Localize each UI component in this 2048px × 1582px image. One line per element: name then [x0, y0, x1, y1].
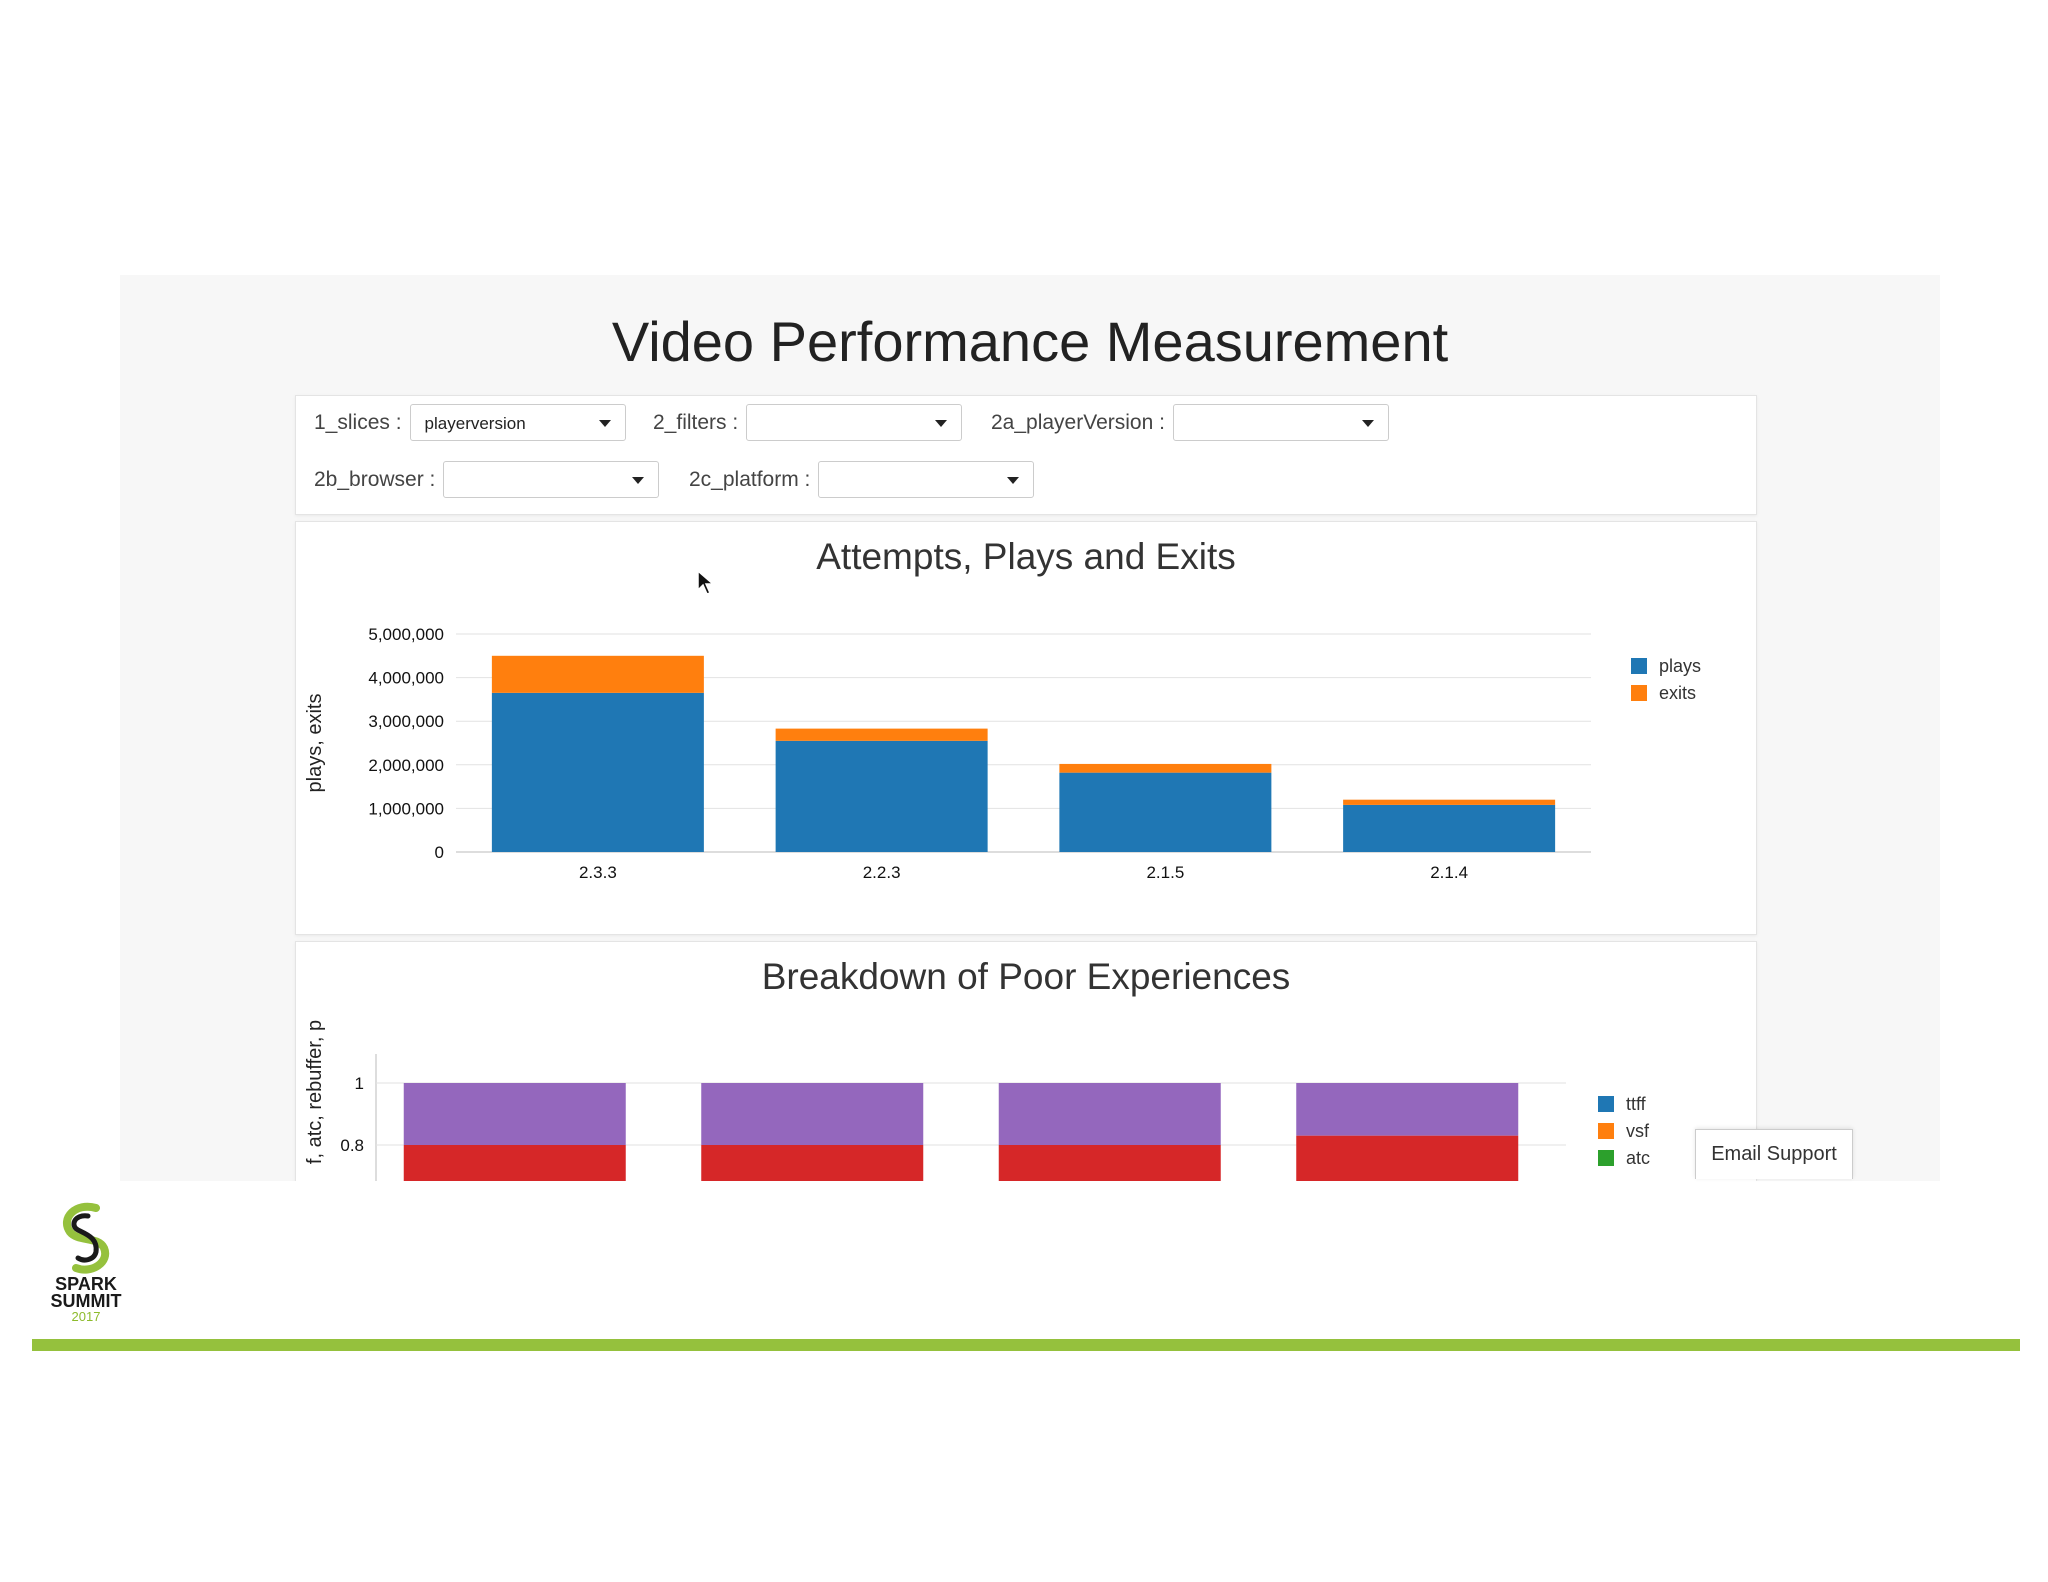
legend-label[interactable]: atc: [1626, 1148, 1650, 1168]
bar-segment-red[interactable]: [1296, 1135, 1519, 1181]
legend-swatch[interactable]: [1631, 685, 1647, 701]
x-tick-label: 2.2.3: [863, 863, 901, 882]
brand-line-1: SPARK: [55, 1274, 117, 1294]
filter-platform: 2c_platform :: [689, 461, 1035, 498]
attempts-chart: 0 1,000,000 2,000,000 3,000,000 4,000,000 5,0…: [304, 625, 1701, 882]
bar-exits[interactable]: [1343, 799, 1556, 805]
poor-experience-chart-panel: Breakdown of Poor Experiences 1 0.8 f, atc…: [295, 941, 1757, 1181]
y-tick-label: 0: [435, 843, 444, 862]
y-tick-label: 4,000,000: [368, 669, 444, 688]
email-support-button[interactable]: Email Support: [1695, 1129, 1853, 1179]
chevron-down-icon: [598, 420, 611, 427]
browser-select[interactable]: [443, 461, 660, 498]
filter-filters-label: 2_filters :: [653, 410, 739, 434]
y-tick-label: 1: [355, 1074, 364, 1093]
bar-exits[interactable]: [775, 728, 988, 741]
bar-segment-purple[interactable]: [403, 1083, 626, 1145]
bar-segment-red[interactable]: [403, 1145, 626, 1181]
y-tick-label: 2,000,000: [368, 756, 444, 775]
bar-segment-purple[interactable]: [998, 1083, 1221, 1145]
filter-slices-label: 1_slices :: [314, 410, 402, 434]
chevron-down-icon: [632, 477, 645, 484]
filter-player-version: 2a_playerVersion :: [991, 404, 1389, 441]
page-title: Video Performance Measurement: [611, 310, 1449, 373]
bar-segment-red[interactable]: [701, 1145, 924, 1181]
legend-swatch[interactable]: [1598, 1150, 1614, 1166]
y-axis-label: plays, exits: [304, 694, 326, 793]
chevron-down-icon: [1007, 477, 1020, 484]
spark-summit-logo-icon: [63, 1202, 110, 1274]
filter-filters: 2_filters :: [653, 404, 963, 441]
legend-swatch[interactable]: [1631, 658, 1647, 674]
legend-label[interactable]: ttff: [1626, 1094, 1647, 1114]
attempts-chart-title: Attempts, Plays and Exits: [816, 536, 1236, 577]
y-tick-label: 1,000,000: [368, 799, 444, 818]
legend-swatch[interactable]: [1598, 1096, 1614, 1112]
attempts-chart-panel: Attempts, Plays and Exits 0 1,000,000 2,00…: [295, 521, 1757, 935]
legend-label[interactable]: plays: [1659, 656, 1701, 676]
bar-exits[interactable]: [1059, 763, 1272, 773]
legend-label[interactable]: vsf: [1626, 1121, 1650, 1141]
bar-plays[interactable]: [1059, 772, 1272, 852]
x-tick-label: 2.1.5: [1146, 863, 1184, 882]
slices-select[interactable]: playerversion: [409, 404, 626, 441]
x-tick-label: 2.1.4: [1430, 863, 1468, 882]
y-tick-label: 5,000,000: [368, 625, 444, 644]
filter-player-version-label: 2a_playerVersion :: [991, 410, 1165, 434]
bar-segment-purple[interactable]: [1296, 1083, 1519, 1136]
chevron-down-icon: [935, 420, 948, 427]
brand-footer-bar: [32, 1339, 2020, 1351]
bar-plays[interactable]: [491, 692, 704, 852]
y-tick-label: 0.8: [340, 1136, 364, 1155]
dashboard-screen: Video Performance Measurement 1_slices :…: [120, 275, 1940, 1181]
filters-select[interactable]: [746, 404, 963, 441]
filter-browser: 2b_browser :: [314, 461, 660, 498]
filter-browser-label: 2b_browser :: [314, 467, 436, 491]
brand-name: SPARK SUMMIT: [40, 1274, 132, 1311]
poor-experience-chart-title: Breakdown of Poor Experiences: [761, 956, 1291, 997]
poor-experience-chart: 1 0.8 f, atc, rebuffer, p ttff vsf atc: [304, 1020, 1650, 1181]
bar-segment-purple[interactable]: [701, 1083, 924, 1145]
filter-panel: 1_slices : playerversion 2_filters : 2a_…: [295, 395, 1757, 515]
chevron-down-icon: [1361, 420, 1374, 427]
brand-line-2: SUMMIT: [50, 1291, 122, 1311]
filter-slices: 1_slices : playerversion: [314, 404, 626, 441]
legend-swatch[interactable]: [1598, 1123, 1614, 1139]
platform-select[interactable]: [818, 461, 1035, 498]
mouse-cursor-icon: [697, 570, 715, 595]
bar-plays[interactable]: [1343, 804, 1556, 852]
y-axis-label: f, atc, rebuffer, p: [304, 1020, 326, 1164]
player-version-select[interactable]: [1172, 404, 1389, 441]
brand-year: 2017: [71, 1309, 101, 1324]
bar-plays[interactable]: [775, 740, 988, 852]
y-tick-label: 3,000,000: [368, 712, 444, 731]
bar-segment-red[interactable]: [998, 1145, 1221, 1181]
legend-label[interactable]: exits: [1659, 683, 1696, 703]
x-tick-label: 2.3.3: [579, 863, 617, 882]
filter-platform-label: 2c_platform :: [689, 467, 811, 491]
slices-select-value: playerversion: [424, 414, 526, 433]
bar-exits[interactable]: [491, 655, 704, 693]
